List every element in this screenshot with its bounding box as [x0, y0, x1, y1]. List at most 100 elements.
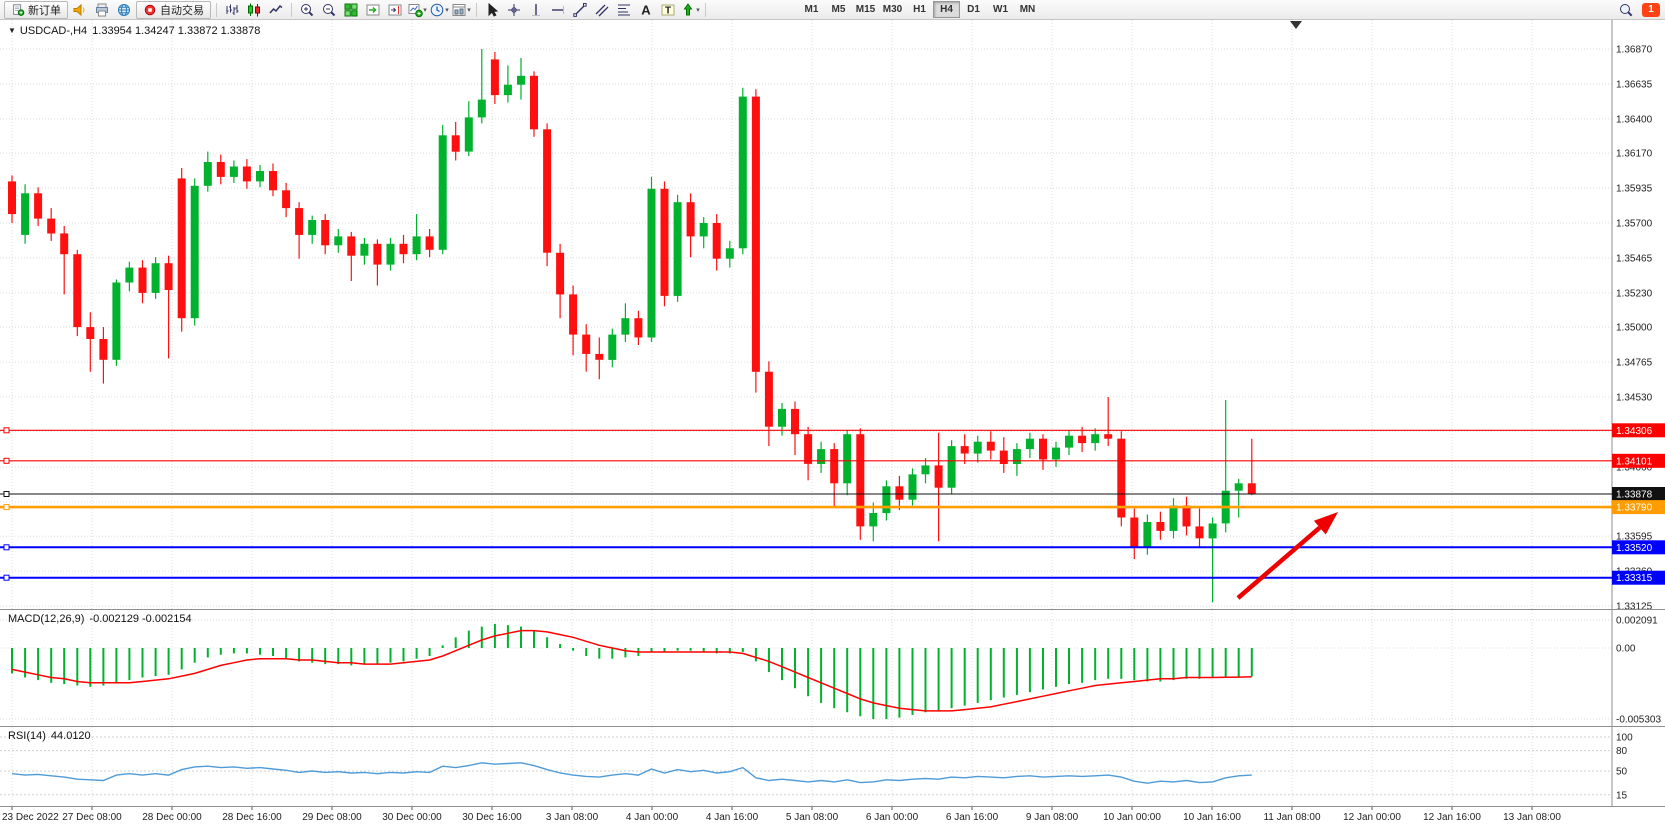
periods-button[interactable]: ▾: [428, 1, 450, 19]
newchart-icon: [407, 2, 423, 18]
auto-scroll-button[interactable]: [362, 1, 384, 19]
auto-trading-button[interactable]: 自动交易: [136, 0, 211, 19]
horizontal-line-button[interactable]: [547, 1, 569, 19]
print-button[interactable]: [91, 1, 113, 19]
autotrade-icon: [144, 4, 156, 15]
new-order-button[interactable]: 新订单: [4, 0, 68, 19]
svg-text:1.35000: 1.35000: [1616, 323, 1653, 334]
hline-1.33520[interactable]: [0, 544, 1612, 551]
timeframe-h4[interactable]: H4: [933, 1, 960, 18]
svg-text:27 Dec 08:00: 27 Dec 08:00: [62, 812, 122, 823]
search-button[interactable]: [1615, 1, 1637, 19]
svg-text:13 Jan 08:00: 13 Jan 08:00: [1503, 812, 1561, 823]
bars-icon: [224, 2, 240, 18]
timeframe-m5[interactable]: M5: [825, 1, 852, 18]
clock-icon: [429, 2, 445, 18]
linechart-icon: [268, 2, 284, 18]
price-label-box-1.34306: 1.34306: [1612, 423, 1665, 438]
trendline-button[interactable]: [569, 1, 591, 19]
templates-button[interactable]: ▾: [450, 1, 472, 19]
time-axis: 23 Dec 2022 27 Dec 08:00 28 Dec 00:00 28 De…: [2, 807, 1561, 823]
cursor-button[interactable]: [481, 1, 503, 19]
svg-text:100: 100: [1616, 733, 1633, 744]
svg-text:11 Jan 08:00: 11 Jan 08:00: [1263, 812, 1321, 823]
vertical-line-button[interactable]: [525, 1, 547, 19]
zoom-out-button[interactable]: [318, 1, 340, 19]
panel-separators: [0, 20, 1665, 807]
svg-text:5 Jan 08:00: 5 Jan 08:00: [786, 812, 839, 823]
crosshair-icon: [508, 3, 520, 16]
toolbar-separator: [476, 2, 477, 17]
price-label-box-1.33520: 1.33520: [1612, 540, 1665, 555]
svg-text:0.00: 0.00: [1616, 644, 1636, 655]
printer-icon: [94, 2, 110, 18]
timeframe-d1[interactable]: D1: [960, 1, 987, 18]
candlestick-chart-button[interactable]: [243, 1, 265, 19]
svg-text:1.35465: 1.35465: [1616, 254, 1653, 265]
symbol-collapse-triangle-icon[interactable]: ▼: [8, 26, 16, 35]
zoom-in-button[interactable]: [296, 1, 318, 19]
text-button[interactable]: A: [635, 1, 657, 19]
svg-text:1.33790: 1.33790: [1616, 503, 1653, 514]
chevron-down-icon: ▾: [467, 6, 471, 14]
timeframe-mn[interactable]: MN: [1014, 1, 1041, 18]
macd-label: MACD(12,26,9): [8, 613, 85, 625]
chart-shift-marker[interactable]: [1290, 21, 1302, 29]
fibo-icon: [616, 2, 632, 18]
svg-text:1.36635: 1.36635: [1616, 80, 1653, 91]
svg-text:9 Jan 08:00: 9 Jan 08:00: [1026, 812, 1079, 823]
shift-icon: [387, 2, 403, 18]
hline-1.34101[interactable]: [0, 457, 1612, 464]
bar-chart-button[interactable]: [221, 1, 243, 19]
timeframe-m15[interactable]: M15: [852, 1, 879, 18]
crosshair-button[interactable]: [503, 1, 525, 19]
chart-ohlc-values: 1.33954 1.34247 1.33872 1.33878: [92, 25, 261, 37]
timeframe-m1[interactable]: M1: [798, 1, 825, 18]
trend-arrow-annotation[interactable]: [1236, 512, 1338, 600]
line-chart-button[interactable]: [265, 1, 287, 19]
timeframe-m30[interactable]: M30: [879, 1, 906, 18]
svg-text:23 Dec 2022: 23 Dec 2022: [2, 812, 59, 823]
svg-text:1.35935: 1.35935: [1616, 184, 1653, 195]
price-label-box-1.33878: 1.33878: [1612, 487, 1665, 501]
hline-1.34306[interactable]: [0, 427, 1612, 434]
svg-text:1.34060: 1.34060: [1616, 462, 1653, 473]
svg-text:T: T: [665, 5, 671, 16]
macd-histogram: [11, 623, 1253, 719]
hline-1.33315[interactable]: [0, 574, 1612, 581]
chart-title: ▼ USDCAD-,H4 1.33954 1.34247 1.33872 1.338…: [8, 25, 260, 37]
svg-text:-0.005303: -0.005303: [1616, 715, 1661, 726]
hline-1.33878[interactable]: [0, 491, 1612, 497]
new-chart-button[interactable]: ▾: [406, 1, 428, 19]
timeframe-w1[interactable]: W1: [987, 1, 1014, 18]
timeframe-h1[interactable]: H1: [906, 1, 933, 18]
arrows-shapes-button[interactable]: ▾: [679, 1, 701, 19]
channel-button[interactable]: [591, 1, 613, 19]
textA-icon: A: [641, 2, 651, 17]
magnifier-icon: [1618, 2, 1634, 18]
fibonacci-button[interactable]: [613, 1, 635, 19]
svg-text:1.33878: 1.33878: [1616, 490, 1653, 501]
chart-symbol-period: USDCAD-,H4: [19, 25, 88, 37]
text-label-button[interactable]: T: [657, 1, 679, 19]
toolbar-separator: [216, 2, 217, 17]
sound-alerts-button[interactable]: [69, 1, 91, 19]
price-label-box-1.34101: 1.34101: [1612, 453, 1665, 468]
rsi-grid-and-labels: 100 80 50 15: [0, 733, 1633, 801]
chart-shift-button[interactable]: [384, 1, 406, 19]
community-button[interactable]: [113, 1, 135, 19]
svg-text:80: 80: [1616, 746, 1628, 757]
notification-badge[interactable]: 1: [1642, 2, 1660, 17]
tile-windows-button[interactable]: [340, 1, 362, 19]
rsi-value: 44.0120: [50, 730, 91, 742]
hline-icon: [550, 2, 566, 18]
svg-text:1.36170: 1.36170: [1616, 149, 1653, 160]
rsi-label: RSI(14): [8, 730, 46, 742]
svg-text:12 Jan 00:00: 12 Jan 00:00: [1343, 812, 1401, 823]
macd-values: -0.002129 -0.002154: [89, 613, 192, 625]
svg-text:1.33125: 1.33125: [1616, 602, 1653, 613]
svg-text:0.002091: 0.002091: [1616, 616, 1658, 627]
hline-1.33790[interactable]: [0, 504, 1612, 511]
svg-text:1.33595: 1.33595: [1616, 532, 1653, 543]
